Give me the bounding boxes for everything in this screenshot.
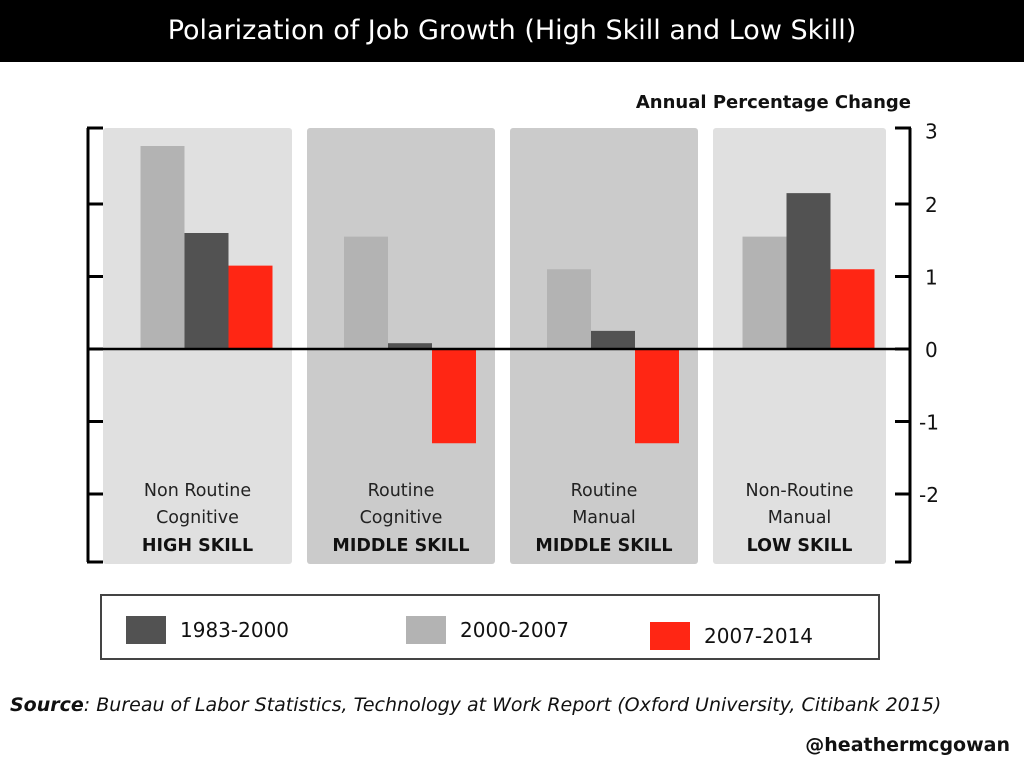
category-label: MIDDLE SKILL bbox=[535, 536, 672, 556]
y-tick-label: 3 bbox=[925, 120, 938, 144]
bar-2000-2007 bbox=[344, 236, 388, 349]
bar-1983-2000 bbox=[786, 193, 831, 349]
legend-swatch bbox=[126, 616, 166, 644]
bar-2007-2014 bbox=[432, 349, 476, 444]
y-tick-label: -2 bbox=[919, 483, 939, 507]
bar-2000-2007 bbox=[742, 236, 787, 349]
y-tick-label: 2 bbox=[925, 193, 938, 217]
y-tick-label: -1 bbox=[919, 411, 939, 435]
legend-swatch bbox=[406, 616, 446, 644]
source-text: : Bureau of Labor Statistics, Technology… bbox=[83, 694, 942, 716]
y-tick-label: 1 bbox=[925, 266, 938, 290]
category-label: HIGH SKILL bbox=[142, 536, 253, 556]
bar-2007-2014 bbox=[635, 349, 679, 444]
legend-label: 2007-2014 bbox=[704, 624, 814, 648]
legend-item: 2000-2007 bbox=[406, 616, 569, 644]
legend-label: 2000-2007 bbox=[460, 618, 570, 642]
bar-2000-2007 bbox=[140, 146, 185, 349]
category-label: Non-Routine bbox=[746, 481, 854, 501]
legend-item: 2007-2014 bbox=[650, 622, 813, 650]
legend: 1983-2000 2000-2007 2007-2014 bbox=[100, 594, 880, 660]
category-label: Routine bbox=[368, 481, 435, 501]
bar-2000-2007 bbox=[547, 269, 591, 349]
bar-2007-2014 bbox=[830, 269, 875, 349]
category-label: Manual bbox=[572, 508, 636, 528]
source-label: Source bbox=[10, 694, 84, 716]
bar-chart: Non Routine Cognitive HIGH SKILL Routine Cog… bbox=[86, 120, 939, 564]
legend-label: 1983-2000 bbox=[180, 618, 290, 642]
category-label: Cognitive bbox=[156, 508, 239, 528]
bar-1983-2000 bbox=[184, 233, 229, 349]
category-label: MIDDLE SKILL bbox=[332, 536, 469, 556]
author-handle: @heathermcgowan bbox=[805, 734, 1010, 756]
y-tick-label: 0 bbox=[925, 338, 938, 362]
chart-title: Polarization of Job Growth (High Skill a… bbox=[0, 0, 1024, 62]
category-label: Non Routine bbox=[144, 481, 251, 501]
bar-1983-2000 bbox=[388, 343, 432, 349]
legend-item: 1983-2000 bbox=[126, 616, 289, 644]
bar-1983-2000 bbox=[591, 330, 635, 349]
category-label: LOW SKILL bbox=[747, 536, 853, 556]
source-note: Source: Bureau of Labor Statistics, Tech… bbox=[10, 694, 941, 716]
category-label: Cognitive bbox=[360, 508, 443, 528]
category-label: Manual bbox=[768, 508, 832, 528]
legend-swatch bbox=[650, 622, 690, 650]
y-axis-label: Annual Percentage Change bbox=[635, 92, 911, 113]
bar-2007-2014 bbox=[228, 265, 273, 349]
category-label: Routine bbox=[571, 481, 638, 501]
